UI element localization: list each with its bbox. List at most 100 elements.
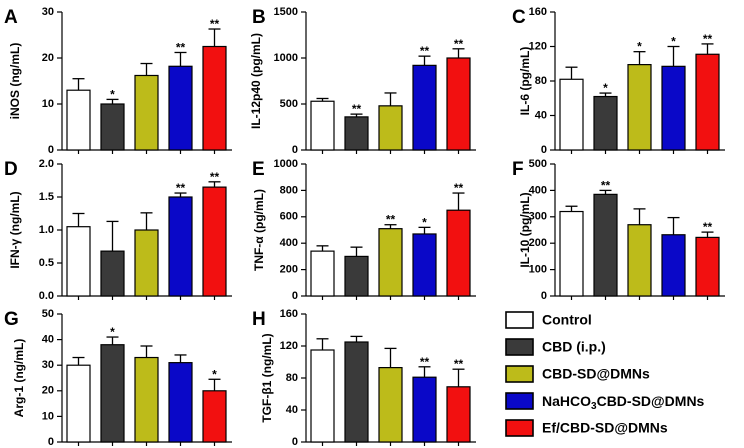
bar-e-3 bbox=[378, 228, 403, 297]
y-tick-label: 20 bbox=[42, 52, 54, 64]
bar-a-5 bbox=[202, 45, 227, 151]
bar-a-1 bbox=[66, 89, 91, 151]
bar-g-1 bbox=[66, 364, 91, 443]
y-axis-label: IL-12p40 (pg/mL) bbox=[249, 33, 263, 129]
y-tick-label: 40 bbox=[535, 109, 547, 121]
bar-d-1 bbox=[66, 226, 91, 297]
y-tick-label: 400 bbox=[529, 184, 547, 196]
y-tick-label: 1.5 bbox=[39, 191, 54, 203]
bar-f-4 bbox=[661, 234, 686, 297]
legend-label: CBD (i.p.) bbox=[542, 339, 606, 355]
y-tick-label: 40 bbox=[286, 404, 298, 416]
bar-h-3 bbox=[378, 367, 403, 443]
panel-letter: A bbox=[4, 7, 18, 28]
bar-c-3 bbox=[627, 64, 652, 151]
y-axis-label: TGF-β1 (ng/mL) bbox=[260, 333, 274, 422]
y-tick-label: 80 bbox=[535, 75, 547, 87]
y-tick-label: 1500 bbox=[274, 6, 298, 18]
y-axis-label: Arg-1 (ng/mL) bbox=[12, 339, 26, 418]
y-tick-label: 0 bbox=[292, 290, 298, 302]
y-axis-label: TNF-α (pg/mL) bbox=[252, 189, 266, 271]
y-tick-label: 40 bbox=[42, 334, 54, 346]
bar-a-3 bbox=[134, 74, 159, 151]
y-tick-label: 0 bbox=[48, 144, 54, 156]
bar-h-5 bbox=[446, 386, 471, 443]
panel-letter: E bbox=[252, 159, 265, 180]
y-tick-label: 0 bbox=[292, 144, 298, 156]
chart-panel-d: D IFN-γ (ng/mL) 0.0 0.5 1.0 1.5 2.0 ** ** bbox=[4, 158, 232, 302]
panel-letter: H bbox=[252, 309, 266, 330]
panel-letter: C bbox=[512, 7, 526, 28]
y-tick-label: 800 bbox=[280, 184, 298, 196]
significance-marker: ** bbox=[210, 17, 220, 31]
chart-panel-g: G Arg-1 (ng/mL) 0 10 20 30 40 50 * * bbox=[4, 308, 232, 448]
legend-swatch bbox=[505, 365, 534, 383]
significance-marker: ** bbox=[352, 102, 362, 116]
significance-marker: * bbox=[637, 40, 642, 54]
y-tick-label: 600 bbox=[280, 211, 298, 223]
y-tick-label: 120 bbox=[280, 340, 298, 352]
chart-panel-h: H TGF-β1 (ng/mL) 0 40 80 120 160 ** ** bbox=[252, 308, 476, 448]
y-axis-label: IFN-γ (ng/mL) bbox=[8, 191, 22, 268]
y-axis-label: IL-10 (pg/mL) bbox=[518, 192, 532, 267]
y-tick-label: 20 bbox=[42, 385, 54, 397]
y-tick-label: 0.0 bbox=[39, 290, 54, 302]
bar-d-2 bbox=[100, 250, 125, 297]
legend-swatch bbox=[505, 392, 534, 410]
legend-swatch bbox=[505, 311, 534, 329]
bar-h-4 bbox=[412, 376, 437, 443]
bar-h-2 bbox=[344, 341, 369, 443]
chart-panel-b: B IL-12p40 (pg/mL) 0 500 1000 1500 ** ** ** bbox=[249, 6, 476, 156]
significance-marker: * bbox=[110, 325, 115, 339]
bar-f-5 bbox=[695, 236, 720, 297]
bar-b-5 bbox=[446, 57, 471, 151]
bar-d-4 bbox=[168, 196, 193, 297]
bar-d-3 bbox=[134, 229, 159, 297]
bar-a-4 bbox=[168, 65, 193, 151]
y-tick-label: 0.5 bbox=[39, 257, 54, 269]
bar-c-2 bbox=[593, 95, 618, 151]
legend-label: Ef/CBD-SD@DMNs bbox=[542, 420, 668, 436]
significance-marker: ** bbox=[454, 37, 464, 51]
chart-panel-f: F IL-10 (pg/mL) 0 100 200 300 400 500 ** ** bbox=[512, 158, 725, 302]
bar-c-1 bbox=[559, 78, 584, 151]
significance-marker: ** bbox=[601, 178, 611, 192]
bar-c-4 bbox=[661, 65, 686, 151]
y-tick-label: 0 bbox=[541, 144, 547, 156]
y-tick-label: 100 bbox=[529, 264, 547, 276]
significance-marker: * bbox=[422, 215, 427, 229]
significance-marker: ** bbox=[176, 40, 186, 54]
bar-e-2 bbox=[344, 255, 369, 297]
y-axis-label: iNOS (ng/mL) bbox=[8, 43, 22, 120]
y-tick-label: 300 bbox=[529, 211, 547, 223]
bar-g-3 bbox=[134, 356, 159, 443]
y-tick-label: 0 bbox=[48, 436, 54, 448]
significance-marker: * bbox=[603, 81, 608, 95]
significance-marker: ** bbox=[703, 32, 713, 46]
panel-letter: B bbox=[252, 7, 266, 28]
y-tick-label: 200 bbox=[529, 237, 547, 249]
y-tick-label: 0 bbox=[541, 290, 547, 302]
y-tick-label: 50 bbox=[42, 308, 54, 320]
bar-e-5 bbox=[446, 209, 471, 297]
bar-b-1 bbox=[310, 100, 335, 151]
y-tick-label: 400 bbox=[280, 237, 298, 249]
legend-label: Control bbox=[542, 312, 592, 328]
significance-marker: ** bbox=[176, 181, 186, 195]
bar-e-4 bbox=[412, 233, 437, 297]
bar-e-1 bbox=[310, 250, 335, 297]
significance-marker: ** bbox=[210, 170, 220, 184]
y-tick-label: 200 bbox=[280, 264, 298, 276]
y-tick-label: 10 bbox=[42, 410, 54, 422]
bar-f-3 bbox=[627, 224, 652, 297]
bar-b-2 bbox=[344, 116, 369, 151]
legend: Control CBD (i.p.) CBD-SD@DMNs NaHCO3CBD-SD… bbox=[505, 311, 705, 437]
bar-b-3 bbox=[378, 105, 403, 151]
y-tick-label: 1000 bbox=[274, 158, 298, 170]
significance-marker: * bbox=[212, 367, 217, 381]
bar-g-4 bbox=[168, 362, 193, 443]
y-tick-label: 30 bbox=[42, 359, 54, 371]
significance-marker: ** bbox=[454, 181, 464, 195]
